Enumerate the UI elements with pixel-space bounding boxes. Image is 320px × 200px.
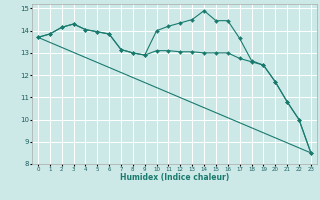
X-axis label: Humidex (Indice chaleur): Humidex (Indice chaleur): [120, 173, 229, 182]
